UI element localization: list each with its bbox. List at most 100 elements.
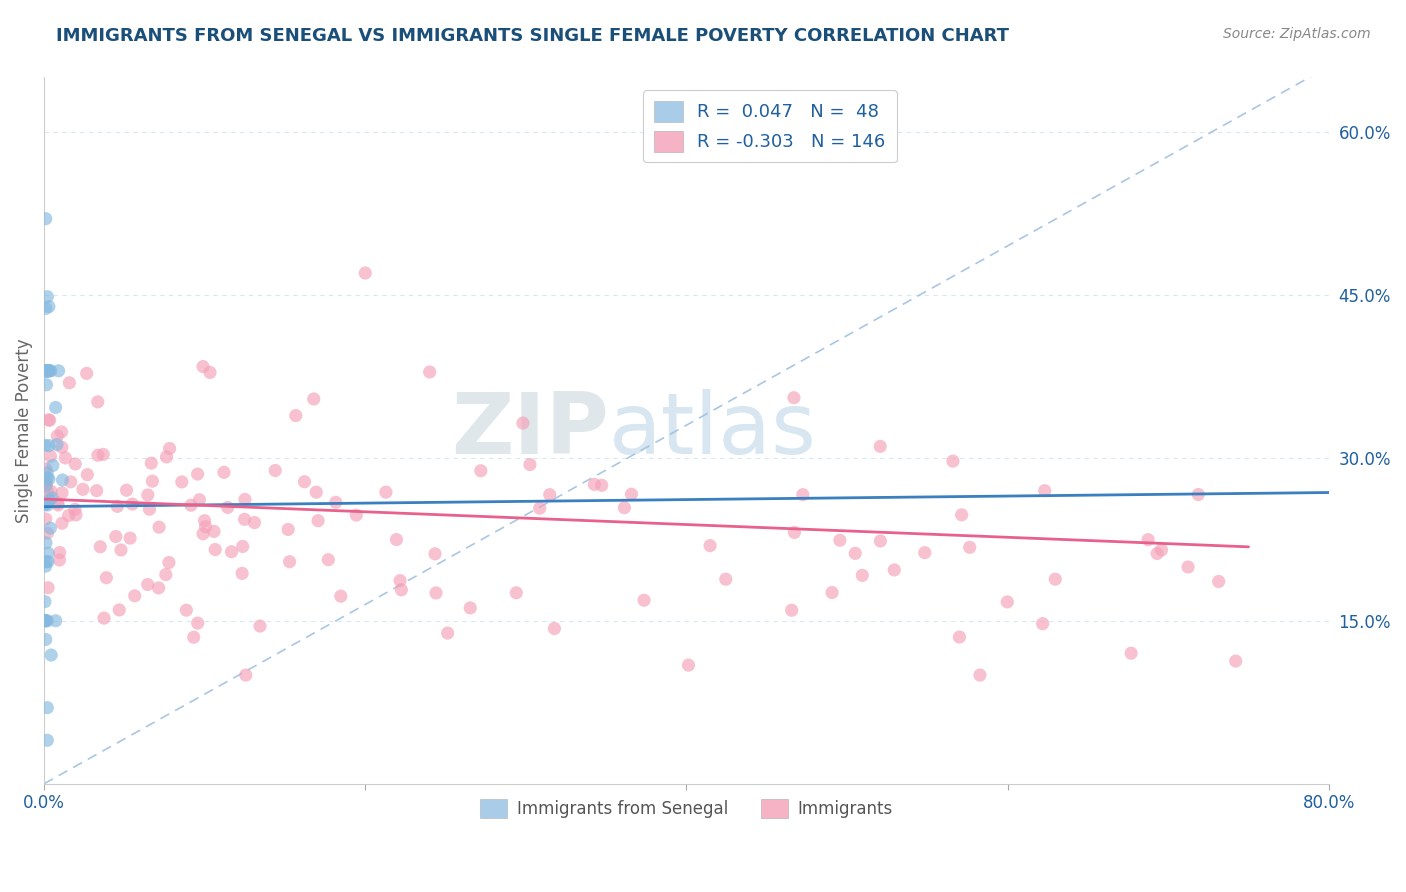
Point (72, 483, 94, 497)
Point (436, 626, 458, 640)
Point (34, 364, 56, 378)
Point (1187, 487, 1209, 501)
Point (34, 438, 56, 452)
Text: atlas: atlas (609, 389, 817, 472)
Point (38, 472, 60, 486)
Point (39, 449, 62, 463)
Point (110, 543, 132, 558)
Point (204, 542, 226, 557)
Point (419, 365, 441, 379)
Point (423, 547, 446, 561)
Point (35, 632, 58, 647)
Point (58, 376, 80, 390)
Point (278, 555, 301, 569)
Point (46, 429, 69, 443)
Text: Source: ZipAtlas.com: Source: ZipAtlas.com (1223, 27, 1371, 41)
Point (107, 500, 129, 514)
Point (37, 364, 59, 378)
Point (828, 533, 851, 548)
Point (202, 524, 225, 539)
Point (39, 484, 62, 499)
Point (34, 595, 56, 609)
Point (37, 526, 59, 541)
Point (198, 366, 221, 380)
Point (76, 367, 98, 381)
Point (232, 540, 254, 554)
Point (458, 601, 481, 615)
Point (1137, 533, 1160, 547)
Point (38, 413, 60, 427)
Point (87, 395, 110, 409)
Point (53, 450, 76, 465)
Point (35, 512, 58, 526)
Point (115, 483, 138, 498)
Point (329, 589, 352, 603)
Point (37, 700, 59, 714)
Point (1033, 483, 1056, 498)
Point (389, 574, 412, 588)
Point (995, 595, 1018, 609)
Point (783, 525, 806, 540)
Point (59, 475, 82, 489)
Point (221, 545, 243, 559)
Point (63, 502, 86, 516)
Point (38, 364, 60, 378)
Point (35, 479, 58, 493)
Point (89, 540, 111, 554)
Point (45, 614, 67, 628)
Point (470, 464, 492, 478)
Point (583, 477, 606, 491)
Point (46, 498, 69, 512)
Point (34, 364, 56, 378)
Point (39, 364, 62, 378)
Point (191, 526, 214, 541)
Point (529, 501, 551, 516)
Point (519, 458, 541, 472)
Point (38, 300, 60, 314)
Point (180, 498, 202, 512)
Point (35, 497, 58, 511)
Point (121, 497, 143, 511)
Point (108, 603, 131, 617)
Point (38, 439, 60, 453)
Point (46, 496, 69, 510)
Point (37, 546, 59, 560)
Point (35, 301, 58, 316)
Point (294, 475, 316, 489)
Point (51, 425, 73, 439)
Point (212, 466, 235, 480)
Point (104, 530, 127, 544)
Point (305, 485, 328, 500)
Y-axis label: Single Female Poverty: Single Female Poverty (15, 338, 32, 523)
Point (284, 409, 307, 423)
Point (37, 581, 59, 595)
Point (65, 457, 87, 471)
Point (194, 519, 217, 533)
Point (76, 467, 98, 482)
Point (187, 467, 209, 481)
Point (35, 497, 58, 511)
Text: ZIP: ZIP (451, 389, 609, 472)
Point (950, 508, 973, 522)
Point (613, 500, 636, 515)
Point (124, 589, 146, 603)
Point (120, 531, 142, 545)
Point (37, 471, 59, 485)
Point (35, 475, 58, 489)
Point (38, 492, 60, 507)
Point (37, 498, 59, 512)
Point (591, 478, 613, 492)
Point (159, 442, 181, 456)
Point (136, 488, 159, 502)
Point (42, 458, 65, 473)
Point (37, 484, 59, 499)
Point (34, 364, 56, 378)
Point (425, 586, 447, 600)
Point (543, 622, 565, 636)
Point (187, 616, 209, 631)
Point (38, 364, 60, 378)
Point (538, 488, 561, 502)
Point (959, 541, 981, 555)
Point (37, 614, 59, 628)
Point (851, 568, 873, 582)
